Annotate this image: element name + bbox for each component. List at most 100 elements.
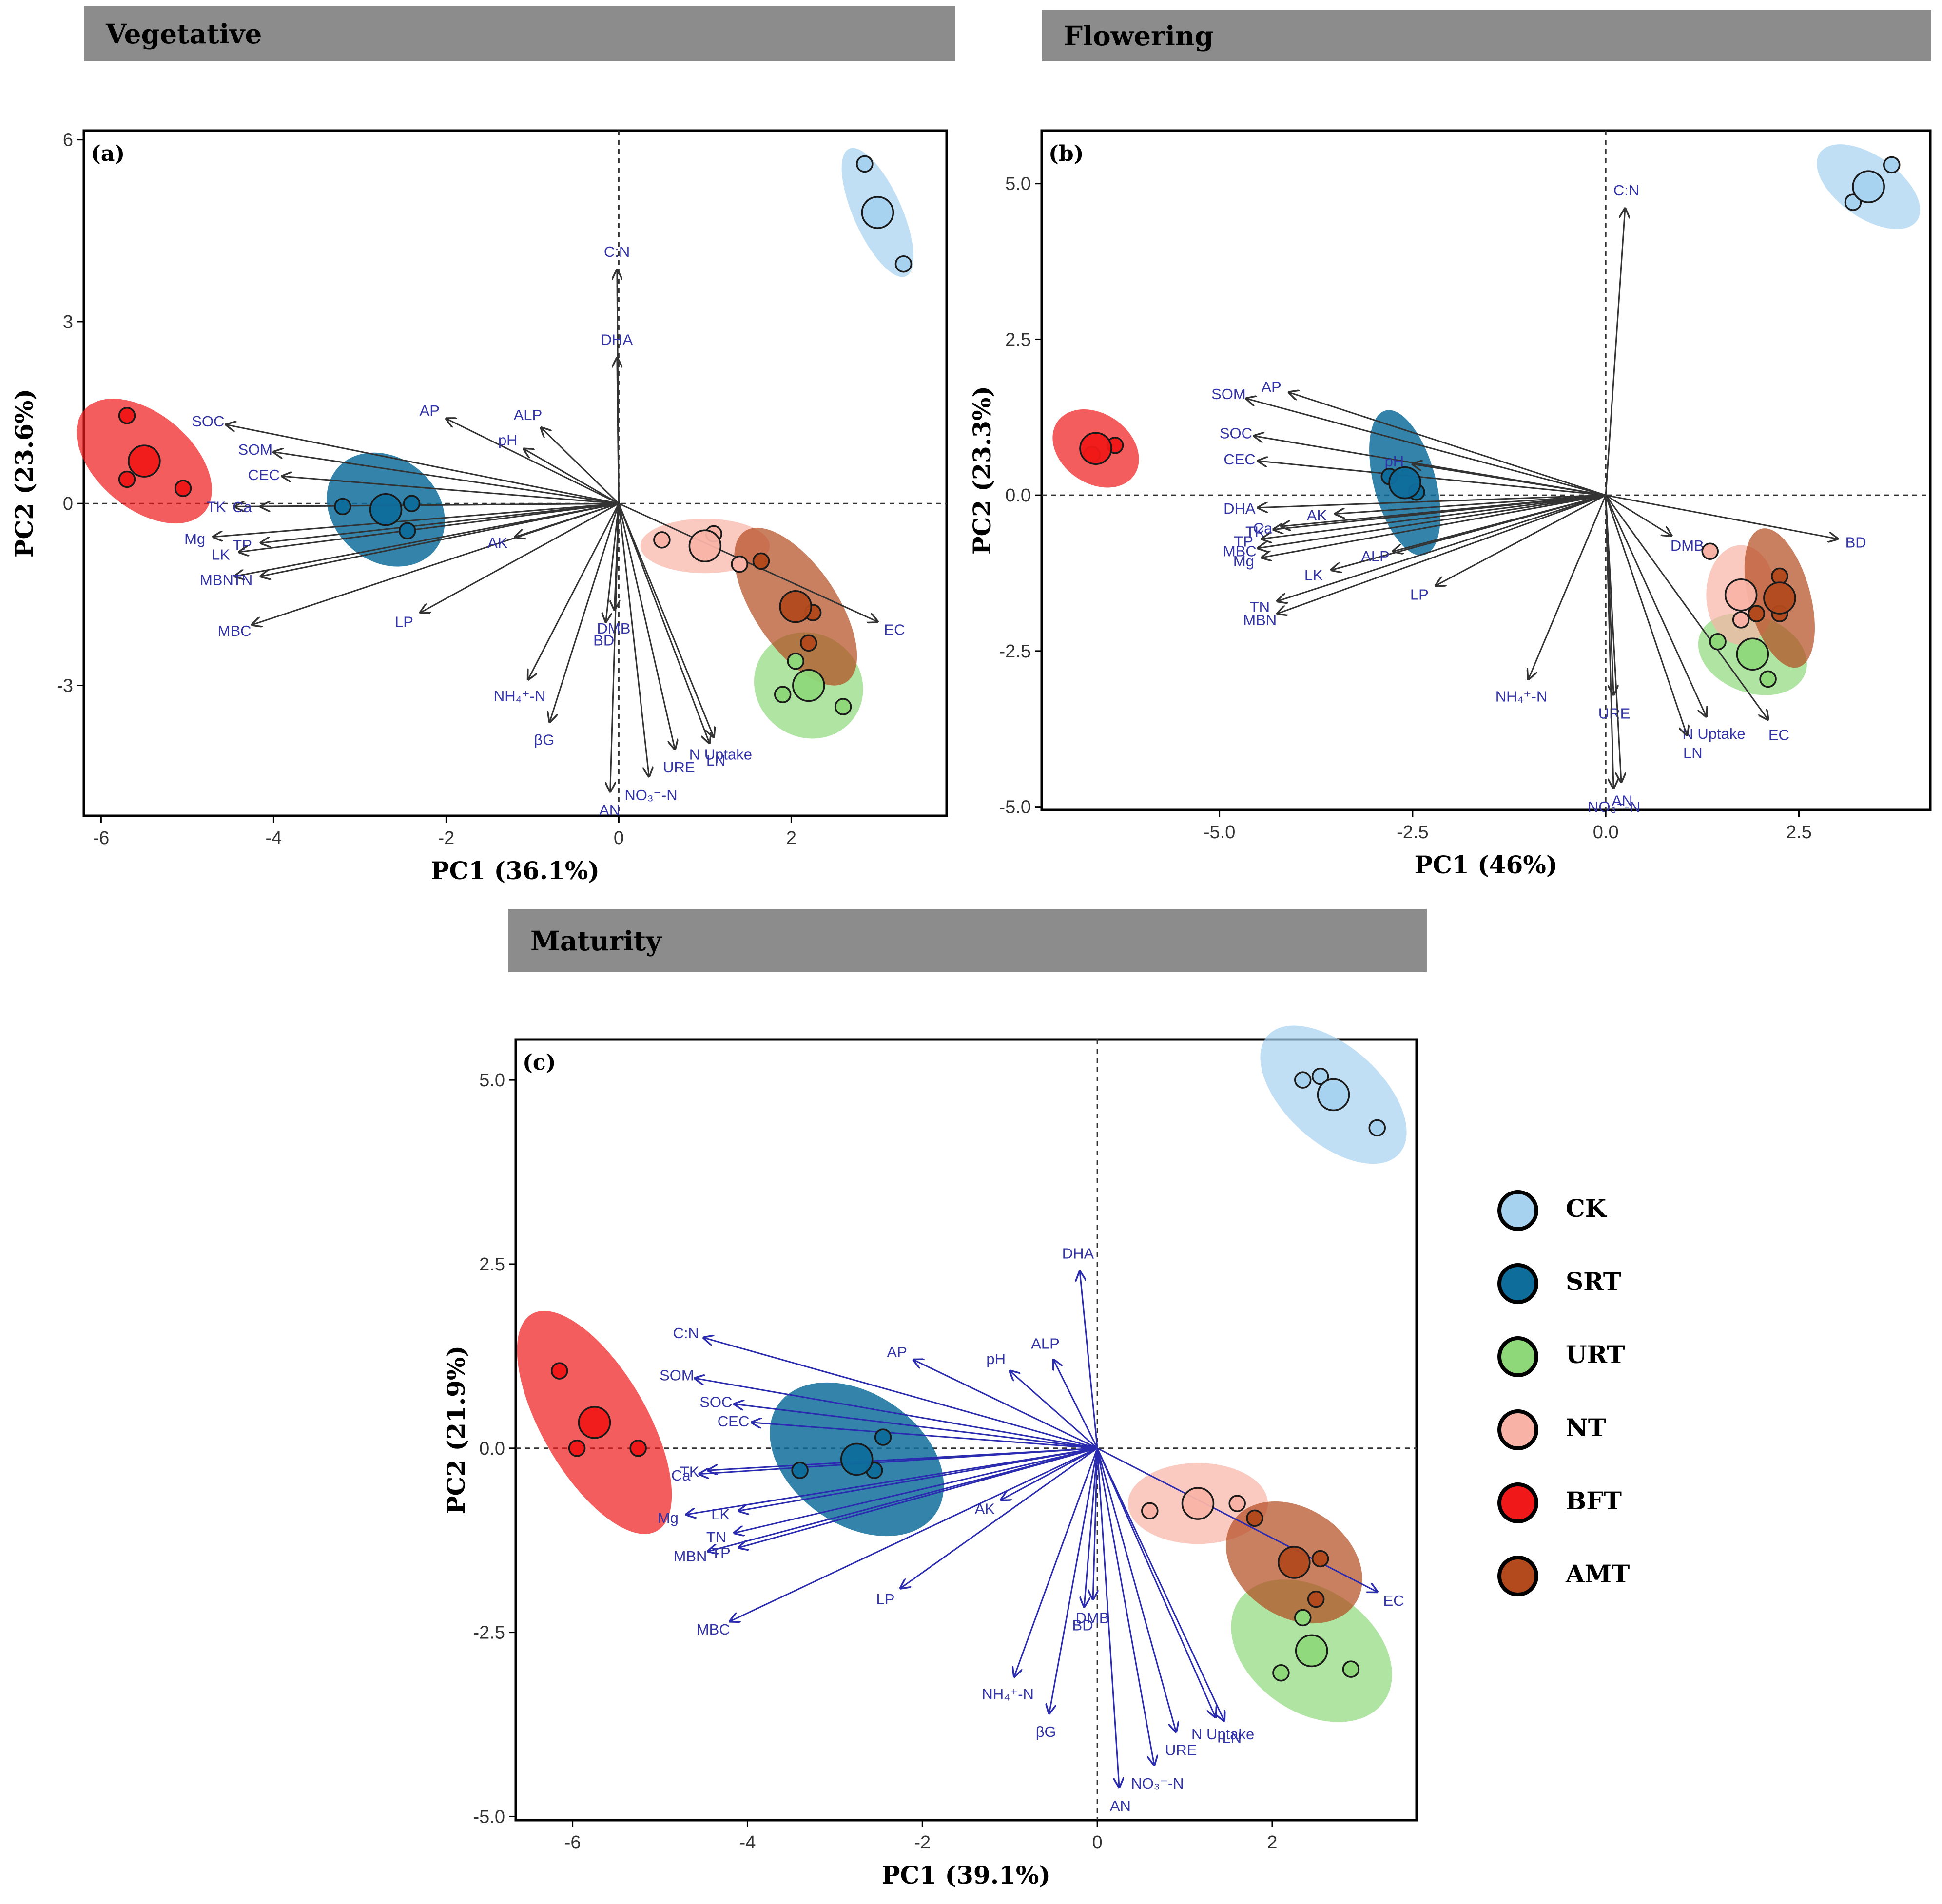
plot-frame bbox=[1040, 129, 1932, 811]
banner-flowering: Flowering bbox=[1042, 10, 1931, 61]
loading-arrow bbox=[739, 1447, 1098, 1548]
loading-label: NO₃⁻-N bbox=[624, 787, 677, 804]
y-tick-label: -3 bbox=[57, 675, 73, 696]
loading-arrow bbox=[735, 1404, 1098, 1449]
centroid-nt bbox=[688, 529, 722, 563]
loading-label: LK bbox=[212, 546, 230, 563]
loading-arrow bbox=[739, 1447, 1098, 1511]
x-tick-label: -6 bbox=[564, 1832, 581, 1853]
loading-arrow bbox=[1335, 494, 1606, 514]
y-tick-label: 3 bbox=[63, 312, 73, 332]
loading-arrow bbox=[618, 503, 649, 776]
loading-label: MBN bbox=[674, 1548, 707, 1565]
loading-arrow bbox=[1605, 495, 1621, 782]
loading-label: pH bbox=[986, 1350, 1006, 1367]
loading-arrow bbox=[1096, 1448, 1215, 1717]
loading-label: LP bbox=[1410, 586, 1429, 603]
loading-arrow bbox=[1258, 494, 1606, 548]
y-tick-label: 5.0 bbox=[1005, 174, 1031, 194]
centroid-nt bbox=[1724, 578, 1758, 612]
loading-arrow bbox=[261, 503, 619, 506]
x-tick-label: -4 bbox=[739, 1832, 756, 1853]
centroid-ck bbox=[861, 196, 894, 229]
loading-arrow bbox=[214, 502, 619, 537]
loading-label: N Uptake bbox=[1682, 725, 1745, 742]
data-point-urt bbox=[1759, 670, 1777, 688]
data-point-bft bbox=[174, 480, 192, 497]
loading-arrow bbox=[1096, 1448, 1176, 1732]
loading-label: SOM bbox=[238, 441, 273, 458]
loading-arrow bbox=[730, 1447, 1098, 1621]
loading-label: Ca bbox=[233, 499, 252, 516]
loading-label: N Uptake bbox=[689, 746, 752, 763]
y-tick-label: -5.0 bbox=[999, 797, 1031, 818]
loading-arrow bbox=[695, 1378, 1098, 1449]
data-point-nt bbox=[1141, 1502, 1159, 1519]
x-axis-label: PC1 (46%) bbox=[1415, 850, 1558, 879]
loading-label: AN bbox=[1110, 1797, 1131, 1814]
loading-arrow bbox=[618, 503, 675, 749]
loading-label: EC bbox=[884, 621, 905, 638]
loading-arrow bbox=[606, 503, 620, 622]
loading-arrow bbox=[1605, 209, 1625, 496]
loading-arrow bbox=[1605, 495, 1768, 719]
loading-arrow bbox=[1053, 1360, 1098, 1449]
y-tick-label: -2.5 bbox=[999, 641, 1031, 662]
x-tick-label: 2 bbox=[1267, 1832, 1277, 1853]
loading-label: TN bbox=[706, 1529, 726, 1546]
loading-label: AP bbox=[887, 1344, 907, 1361]
data-point-amt bbox=[752, 552, 770, 570]
loading-label: C:N bbox=[604, 243, 630, 260]
legend-swatch bbox=[1497, 1556, 1538, 1596]
loading-arrow bbox=[1262, 494, 1606, 558]
x-tick-label: -5.0 bbox=[1204, 822, 1235, 843]
legend-label: URT bbox=[1566, 1340, 1625, 1369]
loading-arrow bbox=[273, 452, 619, 504]
centroid-amt bbox=[1278, 1546, 1311, 1579]
loading-label: C:N bbox=[1613, 182, 1639, 199]
loading-label: DHA bbox=[601, 331, 633, 348]
plot-frame bbox=[82, 129, 948, 817]
loading-label: SOC bbox=[699, 1394, 732, 1411]
x-tick-label: 2.5 bbox=[1786, 822, 1812, 843]
legend-label: NT bbox=[1566, 1413, 1606, 1442]
loading-arrow bbox=[1436, 494, 1606, 585]
loading-arrow bbox=[1529, 495, 1607, 679]
loading-arrow bbox=[1096, 1448, 1154, 1765]
loading-arrow bbox=[1096, 1448, 1224, 1721]
loading-arrow bbox=[618, 503, 714, 737]
centroid-srt bbox=[840, 1442, 874, 1476]
y-tick-label: 0.0 bbox=[479, 1439, 505, 1459]
loading-arrow bbox=[261, 502, 619, 543]
loading-label: NO₃⁻-N bbox=[1588, 798, 1640, 815]
data-point-nt bbox=[1732, 611, 1750, 629]
panel-tag: (c) bbox=[523, 1050, 556, 1075]
loading-arrow bbox=[261, 502, 619, 576]
loading-label: DMB bbox=[1076, 1610, 1109, 1627]
legend-label: BFT bbox=[1566, 1486, 1622, 1515]
loading-arrow bbox=[1605, 494, 1838, 539]
data-point-bft bbox=[568, 1440, 586, 1457]
y-tick-label: 5.0 bbox=[479, 1070, 505, 1091]
loading-arrow bbox=[550, 503, 620, 722]
loading-arrow bbox=[686, 1447, 1098, 1515]
loading-label: NH₄⁺-N bbox=[982, 1686, 1034, 1703]
legend-item-amt: AMT bbox=[1487, 1545, 1682, 1618]
loading-label: URE bbox=[663, 759, 695, 776]
loading-arrow bbox=[1262, 494, 1606, 539]
x-axis-label: PC1 (36.1%) bbox=[431, 856, 600, 885]
legend-item-ck: CK bbox=[1487, 1179, 1682, 1252]
legend-label: AMT bbox=[1566, 1559, 1630, 1588]
loading-arrow bbox=[617, 358, 619, 504]
loading-arrow bbox=[900, 1447, 1098, 1588]
data-point-amt bbox=[1748, 605, 1766, 622]
y-axis-label: PC2 (23.6%) bbox=[10, 389, 39, 558]
loading-arrow bbox=[618, 503, 709, 743]
loading-label: pH bbox=[498, 431, 518, 448]
panel-tag: (b) bbox=[1049, 141, 1084, 166]
loading-label: SOM bbox=[1211, 385, 1246, 403]
loading-arrow bbox=[1281, 494, 1606, 526]
y-tick-label: 2.5 bbox=[479, 1254, 505, 1275]
y-axis-label: PC2 (21.9%) bbox=[442, 1346, 470, 1514]
loading-label: AP bbox=[420, 402, 440, 419]
